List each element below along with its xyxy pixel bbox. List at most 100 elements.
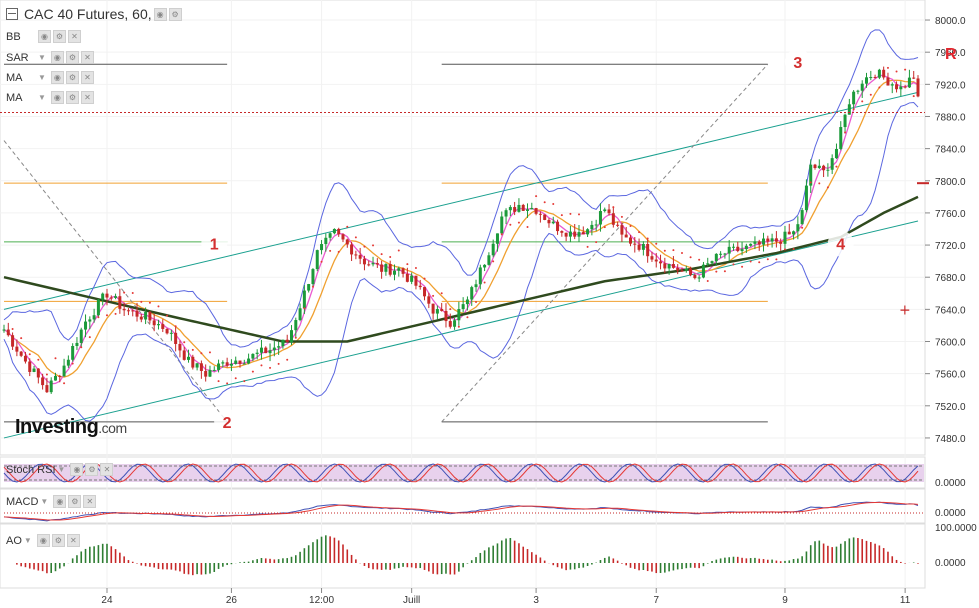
settings-icon[interactable]: ⚙: [65, 51, 79, 64]
candle-body: [676, 267, 680, 271]
candle-body: [508, 207, 512, 211]
caret-down-icon[interactable]: ▼: [38, 53, 46, 62]
sar-dot: [560, 214, 563, 217]
indicator-row-ma2[interactable]: MA ▼ ◉ ⚙ ✕: [6, 91, 94, 104]
bollinger-lower: [3, 101, 919, 422]
candle-body: [384, 264, 388, 272]
candle-body: [448, 321, 452, 327]
candle-body: [174, 332, 178, 344]
candle-body: [770, 238, 774, 242]
visibility-icon[interactable]: ◉: [70, 463, 84, 476]
sar-dot: [689, 256, 692, 259]
main-pane: [0, 0, 926, 456]
candle-body: [487, 255, 491, 265]
sar-dot: [509, 223, 512, 226]
settings-icon[interactable]: ⚙: [51, 534, 65, 547]
candle-body: [478, 267, 482, 285]
visibility-icon[interactable]: ◉: [153, 7, 167, 21]
candle-body: [628, 237, 632, 244]
candle-body: [418, 285, 422, 288]
sar-dot: [844, 131, 847, 134]
candle-body: [135, 310, 139, 317]
candle-body: [774, 238, 778, 242]
sar-dot: [11, 327, 14, 330]
caret-down-icon[interactable]: ▼: [40, 497, 49, 506]
sar-dot: [475, 300, 478, 303]
candle-body: [362, 258, 366, 265]
indicator-label: BB: [6, 30, 21, 43]
sar-dot: [758, 261, 761, 264]
indicator-row-ma1[interactable]: MA ▼ ◉ ⚙ ✕: [6, 71, 94, 84]
sar-dot: [835, 165, 838, 168]
settings-icon[interactable]: ⚙: [85, 463, 99, 476]
sar-dot: [277, 362, 280, 365]
candle-body: [75, 342, 79, 346]
ao-label-row[interactable]: AO ▼ ◉ ⚙ ✕: [6, 534, 80, 547]
visibility-icon[interactable]: ◉: [53, 495, 67, 508]
candle-body: [465, 299, 469, 305]
visibility-icon[interactable]: ◉: [38, 30, 51, 43]
candle-body: [45, 385, 49, 393]
sar-dot: [105, 314, 108, 317]
candle-body: [444, 310, 448, 322]
candle-body: [187, 356, 191, 360]
x-tick-label: 12:00: [309, 595, 334, 606]
close-icon[interactable]: ✕: [80, 91, 94, 104]
candle-body: [693, 274, 697, 279]
candle-body: [182, 350, 186, 360]
sar-dot: [578, 213, 581, 216]
close-icon[interactable]: ✕: [68, 30, 81, 43]
candle-body: [792, 231, 796, 235]
sar-dot: [646, 237, 649, 240]
x-tick-label: 9: [782, 595, 788, 606]
indicator-row-sar[interactable]: SAR ▼ ◉ ⚙ ✕: [6, 51, 94, 64]
sar-dot: [663, 249, 666, 252]
candle-body: [32, 368, 36, 372]
visibility-icon[interactable]: ◉: [50, 51, 64, 64]
close-icon[interactable]: ✕: [80, 51, 94, 64]
settings-icon[interactable]: ⚙: [65, 91, 79, 104]
settings-icon[interactable]: ⚙: [168, 7, 182, 21]
x-tick-label: 24: [101, 595, 113, 606]
visibility-icon[interactable]: ◉: [50, 71, 64, 84]
ao-value-label: 0.0000: [935, 558, 966, 569]
indicator-row-bb[interactable]: BB ◉ ⚙ ✕: [6, 30, 81, 43]
close-icon[interactable]: ✕: [66, 534, 80, 547]
caret-down-icon[interactable]: ▼: [38, 73, 46, 82]
candle-body: [839, 127, 843, 149]
candle-body: [852, 91, 856, 105]
close-icon[interactable]: ✕: [80, 71, 94, 84]
caret-down-icon[interactable]: ▼: [57, 465, 66, 474]
sar-dot: [775, 258, 778, 261]
candle-body: [19, 351, 23, 356]
candle-body: [435, 309, 439, 314]
candle-body: [66, 359, 70, 366]
candle-body: [564, 232, 568, 237]
wave-label-bg: [201, 230, 228, 257]
macd-label-row[interactable]: MACD ▼ ◉ ⚙ ✕: [6, 495, 97, 508]
sar-dot: [629, 224, 632, 227]
sar-dot: [852, 108, 855, 111]
candle-body: [526, 209, 530, 211]
sar-dot: [861, 100, 864, 103]
caret-down-icon[interactable]: ▼: [23, 536, 32, 545]
candle-body: [268, 350, 272, 354]
candle-body: [762, 238, 766, 245]
close-icon[interactable]: ✕: [83, 495, 97, 508]
candle-body: [616, 224, 620, 226]
candle-body: [11, 335, 15, 347]
collapse-icon[interactable]: [6, 8, 18, 20]
candle-body: [667, 264, 671, 269]
settings-icon[interactable]: ⚙: [65, 71, 79, 84]
caret-down-icon[interactable]: ▼: [38, 93, 46, 102]
candle-body: [912, 77, 916, 79]
sar-dot: [208, 351, 211, 354]
x-axis: 24 26 12:00 Juill 3 7 9 11: [101, 588, 911, 606]
settings-icon[interactable]: ⚙: [68, 495, 82, 508]
stoch-label-row[interactable]: Stoch RSI ▼ ◉ ⚙ ✕: [6, 463, 114, 476]
visibility-icon[interactable]: ◉: [50, 91, 64, 104]
settings-icon[interactable]: ⚙: [53, 30, 66, 43]
close-icon[interactable]: ✕: [100, 463, 114, 476]
visibility-icon[interactable]: ◉: [36, 534, 50, 547]
